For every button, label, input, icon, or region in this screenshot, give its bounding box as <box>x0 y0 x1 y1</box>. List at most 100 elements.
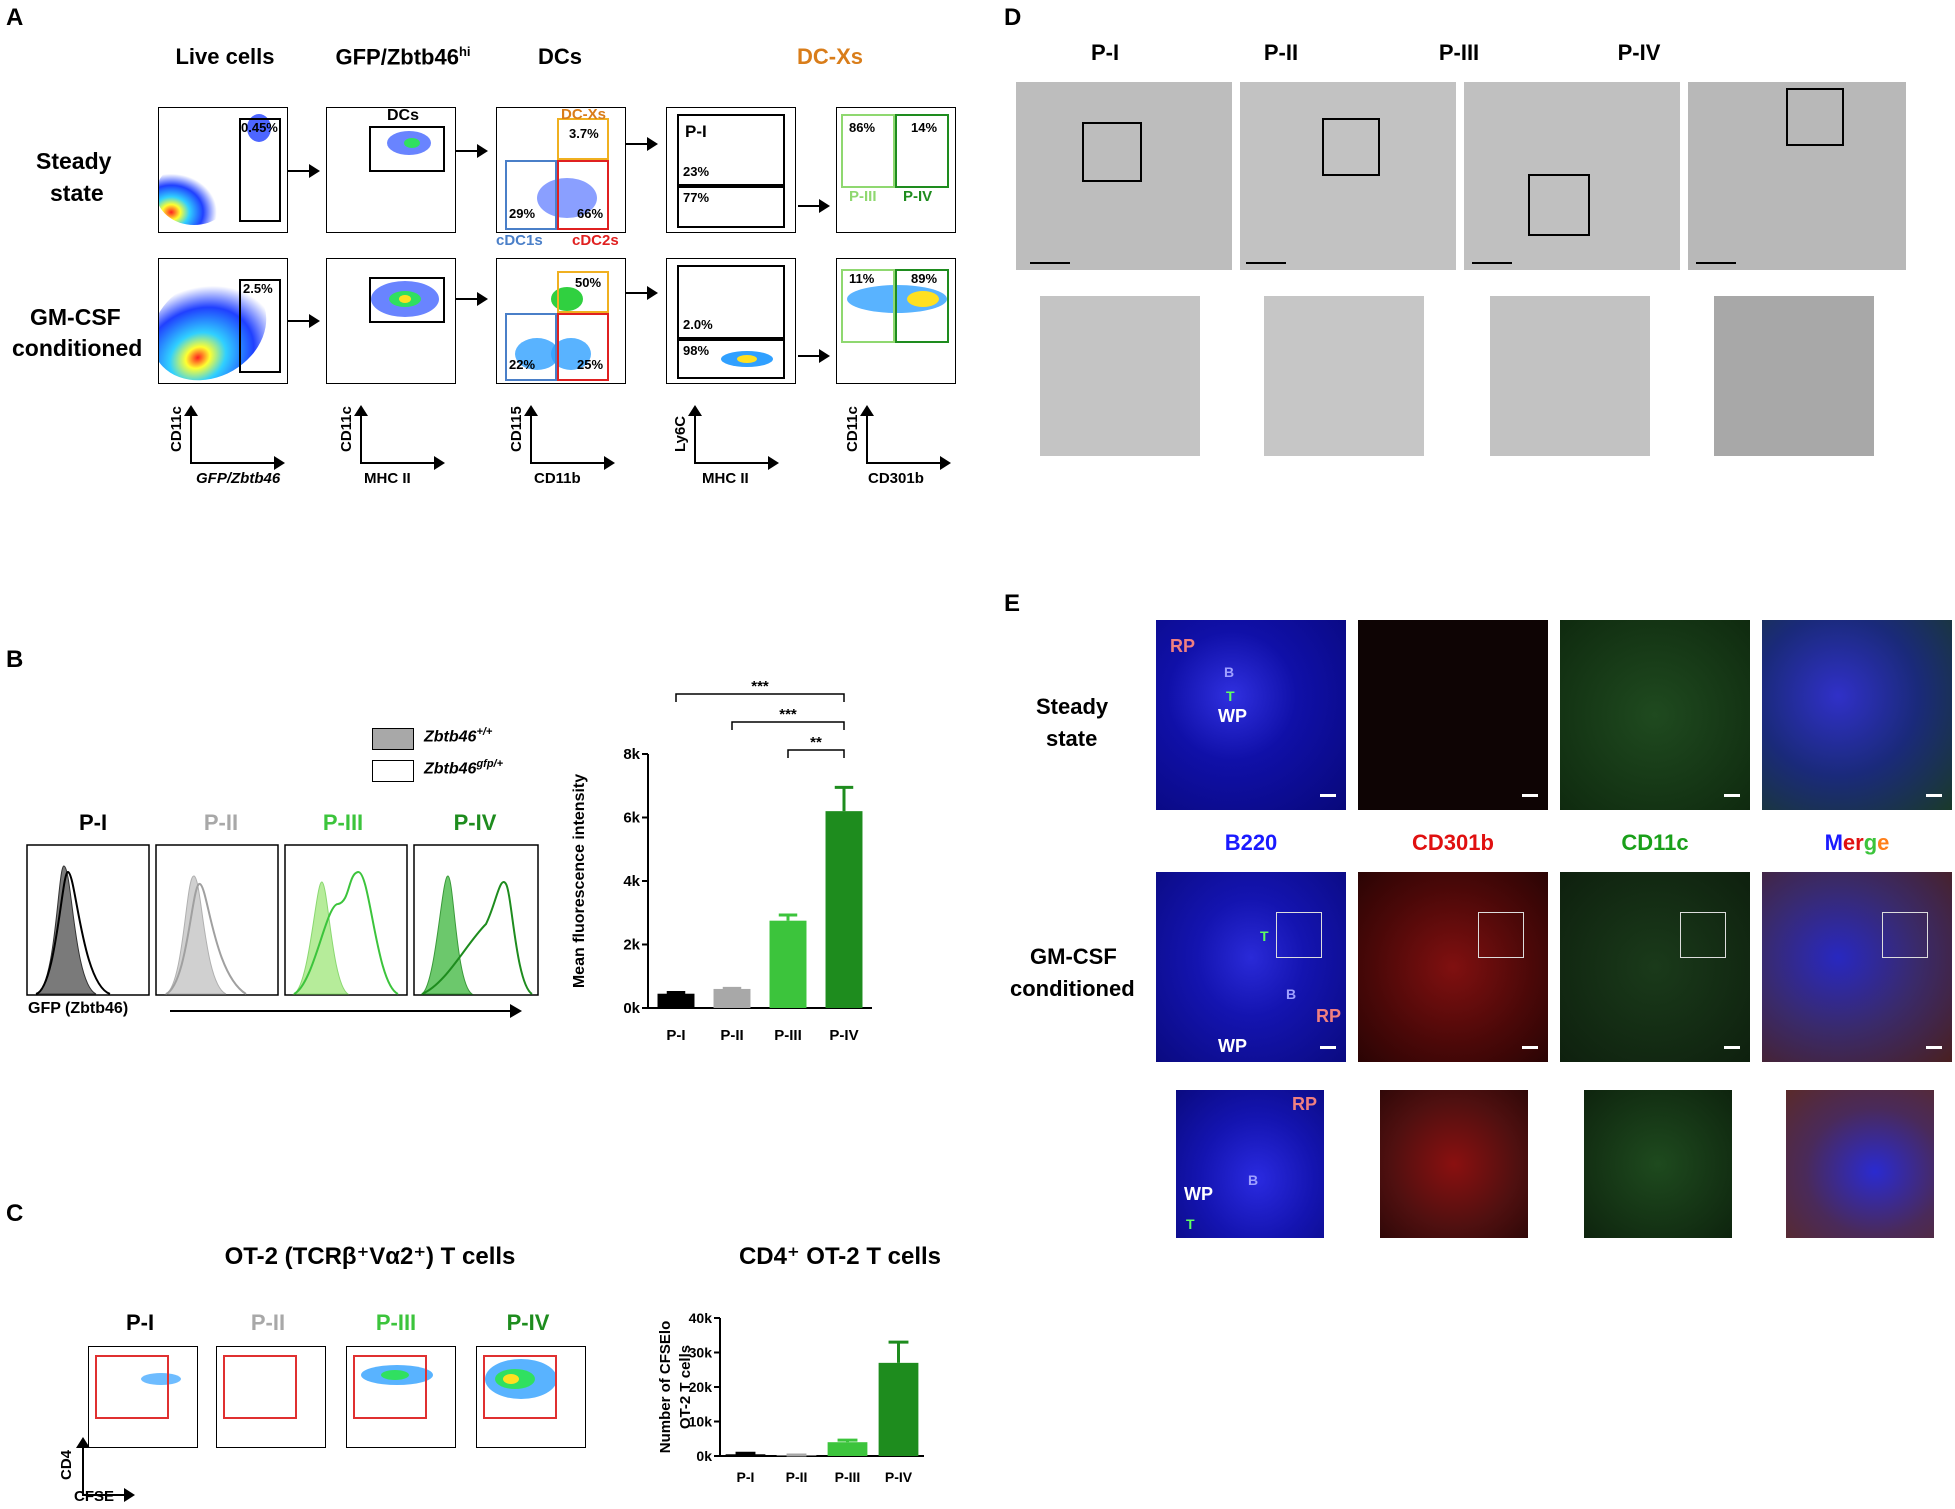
gate-p-iii <box>841 114 895 188</box>
region-rp: RP <box>1292 1094 1318 1114</box>
facs-gm-gfp <box>326 258 456 384</box>
panel-c-title: OT-2 (TCRβ⁺Vα2⁺) T cells <box>224 1243 516 1270</box>
header-dc-xs: DC-Xs <box>796 44 863 69</box>
axis-label-y: Ly6C <box>672 415 689 452</box>
category-label: P-IV <box>885 1469 913 1485</box>
fluor-gm-b220: T B RP WP <box>1156 872 1346 1062</box>
gate-p-i <box>677 265 785 339</box>
axis-label-x: MHC II <box>702 470 749 487</box>
label-cdc2s: cDC2s <box>572 232 619 249</box>
fluor-gm-merge <box>1762 872 1952 1062</box>
gate-dcs <box>369 126 445 172</box>
pct-dcx-steady: 3.7% <box>569 126 599 141</box>
c-title-p-ii: P-II <box>250 1310 286 1335</box>
c-title-p-iii: P-III <box>375 1310 417 1335</box>
scale-bar <box>1724 794 1740 797</box>
axis-x-arrow <box>694 456 779 470</box>
y-tick-label: 0k <box>623 1000 640 1017</box>
micrograph-zoom-p-iv <box>1714 296 1874 456</box>
zoom-box <box>1786 88 1844 146</box>
scale-bar <box>1724 1046 1740 1049</box>
facs-steady-dcs: DC-Xs 3.7% 29% 66% <box>496 107 626 233</box>
pct-p-iii-gm: 11% <box>849 271 875 286</box>
scale-bar <box>1246 262 1286 264</box>
scale-bar <box>1926 1046 1942 1049</box>
pct-p-i-steady: 23% <box>683 164 710 179</box>
significance-bracket <box>675 693 845 702</box>
density-plot <box>537 178 597 218</box>
category-label: P-III <box>774 1027 802 1044</box>
zoom-box <box>1528 174 1590 236</box>
row-label-conditioned: conditioned <box>12 335 143 361</box>
region-rp: RP <box>1316 1006 1342 1026</box>
facs-c-p-iv <box>476 1346 586 1448</box>
gate-dcx <box>557 271 609 313</box>
d-title-p-iv: P-IV <box>1617 40 1661 65</box>
pct-p-iv-steady: 14% <box>911 120 938 135</box>
axis-y-arrow <box>184 405 198 464</box>
zoom-box <box>1276 912 1322 958</box>
density-plot <box>371 281 439 317</box>
label-p-i: P-I <box>685 122 707 141</box>
e-row-steady: Steady <box>1036 694 1109 719</box>
axis-y-arrow <box>354 405 368 464</box>
gate-cfse-lo <box>223 1355 297 1419</box>
y-tick-label: 0k <box>696 1448 712 1464</box>
y-tick-label: 40k <box>689 1310 713 1326</box>
header-live-cells: Live cells <box>175 44 275 69</box>
gate-p-iv <box>895 114 949 188</box>
facs-gm-cd301b: 11% 89% <box>836 258 956 384</box>
micrograph-zoom-p-iii <box>1490 296 1650 456</box>
region-rp: RP <box>1170 636 1196 656</box>
fluor-zoom-cd301b <box>1380 1090 1528 1238</box>
arrow <box>456 292 488 306</box>
bar-p-iii <box>769 920 807 1008</box>
header-dcs: DCs <box>537 44 582 69</box>
gate-cfse-lo <box>95 1355 169 1419</box>
gate-live <box>239 118 281 222</box>
histogram-panel <box>26 844 539 996</box>
pct-p-iii-steady: 86% <box>849 120 876 135</box>
hist-axis-label: GFP (Zbtb46) <box>28 1000 129 1017</box>
label-cdc1s: cDC1s <box>496 232 543 249</box>
density-plot <box>485 1359 557 1399</box>
scale-bar <box>1696 262 1736 264</box>
axis-label-x: CD301b <box>868 470 924 487</box>
channel-cd301b: CD301b <box>1412 830 1494 855</box>
category-label: P-II <box>720 1027 743 1044</box>
hist-axis-arrowhead <box>510 1004 522 1018</box>
scale-bar <box>1522 794 1538 797</box>
micrograph-zoom-p-ii <box>1264 296 1424 456</box>
micrograph-p-ii <box>1240 82 1456 270</box>
y-axis-label: Mean fluorescence intensity <box>571 774 588 988</box>
zoom-box <box>1882 912 1928 958</box>
e-row-state: state <box>1046 726 1098 751</box>
y-tick-label: 30k <box>689 1345 713 1361</box>
pct-cdc2-gm: 25% <box>577 357 604 372</box>
axis-x-arrow <box>530 456 615 470</box>
pct-cdc1-steady: 29% <box>509 206 536 221</box>
facs-gm-dcx: 2.0% 98% <box>666 258 796 384</box>
panel-letter-e: E <box>1004 590 1021 617</box>
bar-p-iii <box>827 1442 868 1456</box>
facs-c-p-ii <box>216 1346 326 1448</box>
scale-bar <box>1320 794 1336 797</box>
axis-label-cfse: CFSE <box>74 1488 115 1505</box>
gate-cdc1 <box>505 313 557 381</box>
arrow <box>288 314 320 328</box>
row-label-state: state <box>50 180 104 206</box>
pct-gm-live: 2.5% <box>243 281 273 296</box>
region-t: T <box>1226 688 1235 704</box>
scale-bar <box>1030 262 1070 264</box>
significance-label: *** <box>779 706 797 723</box>
facs-c-p-iii <box>346 1346 456 1448</box>
density-plot <box>387 131 431 155</box>
micrograph-p-i <box>1016 82 1232 270</box>
axis-label-x: MHC II <box>364 470 411 487</box>
d-title-p-i: P-I <box>1090 40 1120 65</box>
fluor-zoom-merge <box>1786 1090 1934 1238</box>
label-dcs-gate: DCs <box>387 107 420 124</box>
density-plot <box>141 1373 181 1385</box>
panel-letter-b: B <box>6 646 24 673</box>
axis-label-y: CD11c <box>168 406 185 452</box>
